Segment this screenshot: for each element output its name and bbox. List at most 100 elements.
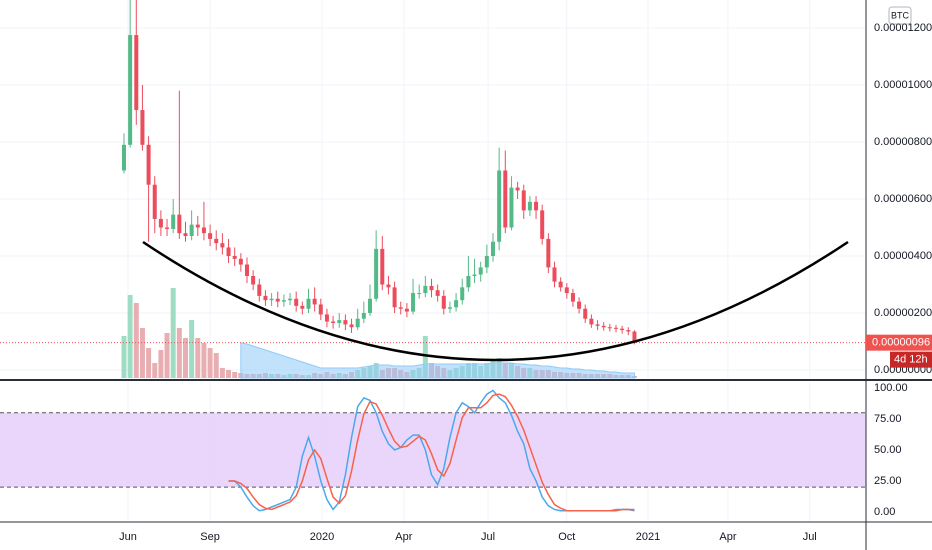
candle-body [380, 248, 385, 285]
candle-body [595, 324, 600, 326]
candle-body [128, 35, 133, 145]
volume-bar [182, 338, 188, 378]
candle-body [478, 267, 483, 275]
osc-tick-label: 75.00 [874, 413, 902, 425]
candle-body [386, 284, 391, 288]
candle-body [361, 313, 366, 319]
candle-body [195, 224, 200, 228]
volume-bar [127, 295, 133, 378]
x-tick-label: Jul [481, 531, 495, 543]
currency-label: BTC [891, 10, 910, 20]
volume-bar [133, 303, 139, 378]
candle-body [171, 214, 176, 229]
volume-bar [213, 353, 219, 378]
y-tick-label: 0.00001200 [874, 22, 932, 34]
currency-badge[interactable] [888, 6, 912, 25]
volume-bar [146, 348, 152, 378]
candle-body [165, 227, 170, 229]
candle-body [546, 238, 551, 268]
candle-body [275, 298, 280, 302]
last-price-box [866, 334, 932, 351]
candle-body [466, 275, 471, 288]
candle-body [331, 321, 336, 323]
candle-body [447, 307, 452, 309]
osc-tick-label: 0.00 [874, 506, 895, 518]
volume-bar [226, 370, 232, 378]
volume-bar [164, 333, 170, 378]
volume-bar [176, 328, 182, 378]
candle-body [411, 293, 416, 312]
candle-body [257, 284, 262, 296]
y-tick-label: 0.00000400 [874, 250, 932, 262]
candle-body [251, 275, 256, 285]
candle-body [589, 318, 594, 325]
candle-body [626, 330, 631, 332]
candle-body [294, 298, 299, 306]
x-tick-label: Apr [719, 531, 736, 543]
candle-body [226, 247, 231, 256]
volume-bar [232, 372, 238, 378]
candle-body [558, 281, 563, 288]
candle-body [121, 144, 126, 171]
x-tick-label: 2020 [310, 531, 334, 543]
countdown-box [890, 351, 932, 368]
candle-body [435, 290, 440, 296]
candle-body [484, 255, 489, 268]
cup-drawing [142, 240, 849, 362]
candle-body [134, 35, 139, 111]
candle-body [367, 298, 372, 314]
volume-bar [139, 328, 145, 378]
candle-body [429, 285, 434, 291]
candle-body [189, 224, 194, 237]
x-tick-label: Apr [395, 531, 412, 543]
y-tick-label: 0.00000200 [874, 307, 932, 319]
candle-body [288, 298, 293, 301]
candle-body [497, 170, 502, 242]
candle-body [208, 233, 213, 239]
candle-body [613, 327, 618, 329]
candle-body [318, 304, 323, 315]
countdown-label: 4d 12h [894, 354, 928, 366]
candle-body [509, 187, 514, 228]
candle-body [417, 293, 422, 295]
candle-body [355, 318, 360, 328]
candle-body [577, 301, 582, 309]
osc-tick-label: 25.00 [874, 475, 902, 487]
volume-bar [207, 348, 213, 378]
candle-body [140, 110, 145, 145]
candle-body [324, 314, 329, 322]
x-tick-label: 2021 [636, 531, 660, 543]
candle-body [374, 248, 379, 299]
candle-body [607, 327, 612, 329]
candle-body [423, 285, 428, 294]
candle-body [515, 187, 520, 191]
candle-body [454, 300, 459, 308]
candle-body [534, 201, 539, 211]
candle-body [472, 274, 477, 276]
candle-body [583, 308, 588, 319]
candle-body [441, 295, 446, 309]
candle-body [349, 324, 354, 328]
candle-body [146, 144, 151, 185]
volume-bar [195, 338, 201, 378]
candle-body [269, 298, 274, 301]
oscillator-band [0, 412, 866, 488]
candle-body [201, 227, 206, 234]
volume-bar [158, 350, 164, 378]
candle-body [300, 305, 305, 309]
volume-bar [189, 320, 195, 378]
osc-tick-label: 100.00 [874, 382, 908, 394]
y-tick-label: 0.00001000 [874, 79, 932, 91]
candle-body [220, 243, 225, 248]
volume-bar [170, 288, 176, 378]
candle-body [552, 267, 557, 282]
candle-body [521, 190, 526, 211]
candle-body [343, 320, 348, 325]
candle-body [490, 241, 495, 256]
candle-body [238, 258, 243, 265]
candle-body [152, 184, 157, 219]
candle-body [244, 264, 249, 276]
volume-bar [201, 343, 207, 378]
oscillator-d-line [228, 393, 635, 512]
